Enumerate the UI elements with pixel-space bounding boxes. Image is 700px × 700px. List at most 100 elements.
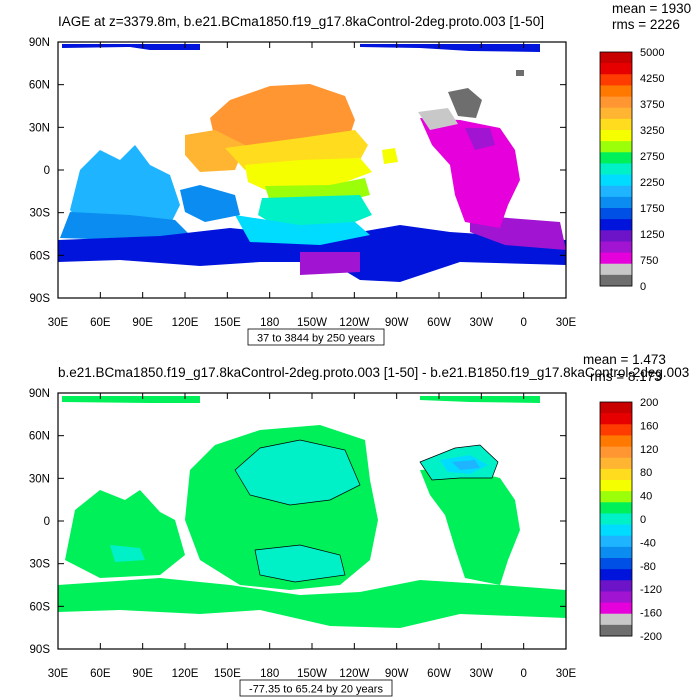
x-tick-label: 120E [172, 317, 199, 329]
colorbar-swatch [600, 174, 632, 187]
x-tick-label: 150W [297, 317, 327, 329]
p2-indian [65, 490, 185, 578]
colorbar-label: 80 [640, 467, 652, 479]
colorbar-label: 5000 [640, 47, 664, 59]
y-tick-label: 60S [30, 601, 51, 613]
x-tick-label: 30W [470, 668, 494, 680]
colorbar-swatch [600, 558, 632, 570]
x-tick-label: 90W [385, 317, 409, 329]
p2-north-atlantic-strong [452, 460, 480, 470]
x-tick-label: 60W [427, 317, 451, 329]
colorbar-swatch [600, 535, 632, 548]
p1-atlantic-purple [465, 128, 495, 150]
y-tick-label: 60N [29, 80, 50, 92]
x-tick-label: 30W [470, 317, 494, 329]
colorbar-swatch [600, 252, 632, 265]
colorbar-swatch [600, 52, 632, 64]
y-tick-label: 0 [44, 516, 50, 528]
colorbar-label: 2750 [640, 151, 664, 163]
y-tick-label: 60S [30, 250, 51, 262]
panel-1-yticklabels: 90N 60N 30N 0 30S 60S 90S [29, 37, 50, 305]
p2-arctic-strip [62, 396, 200, 403]
p1-arctic-strip-2 [360, 44, 540, 52]
colorbar-swatch [600, 446, 632, 459]
colorbar-swatch [600, 219, 632, 231]
colorbar-swatch [600, 502, 632, 514]
p1-yellow-patch [382, 148, 398, 164]
colorbar-label: 160 [640, 420, 658, 432]
p1-indian-ocean [70, 145, 180, 228]
y-tick-label: 30S [30, 559, 51, 571]
x-tick-label: 150W [297, 668, 327, 680]
p1-dot-grey [516, 70, 524, 76]
panel-2-mean: mean = 1.473 [583, 352, 666, 367]
panel-1-range-label: 37 to 3844 by 250 years [257, 333, 376, 345]
p2-arctic-strip-2 [420, 396, 540, 403]
panel-2: b.e21.BCma1850.f19_g17.8kaControl-2deg.p… [29, 352, 689, 697]
colorbar-swatch [600, 580, 632, 592]
x-tick-label: 60E [90, 317, 111, 329]
p1-south-pacific-cyan [235, 215, 370, 245]
colorbar-swatch [600, 424, 632, 436]
colorbar-label: 0 [640, 514, 646, 526]
panel-2-range-label: -77.35 to 65.24 by 20 years [249, 684, 383, 696]
x-tick-label: 90E [132, 668, 153, 680]
y-tick-label: 90S [30, 293, 51, 305]
panel-2-title: b.e21.BCma1850.f19_g17.8kaControl-2deg.p… [58, 365, 689, 380]
y-tick-label: 90N [29, 388, 50, 400]
p1-arctic-strip [62, 44, 200, 50]
p2-contour-3 [419, 444, 499, 481]
colorbar-label: -80 [640, 561, 656, 573]
colorbar-swatch [600, 141, 632, 153]
p1-atlantic-grey [418, 108, 458, 130]
panel-1-title: IAGE at z=3379.8m, b.e21.BCma1850.f19_g1… [58, 14, 544, 29]
p2-south-pacific-teal [255, 545, 345, 582]
colorbar-label: 4250 [640, 73, 664, 85]
colorbar-swatch [600, 107, 632, 120]
p2-atlantic [420, 468, 520, 585]
colorbar-swatch [600, 513, 632, 526]
y-tick-label: 30N [29, 473, 50, 485]
colorbar-label: -40 [640, 537, 656, 549]
colorbar-swatch [600, 274, 632, 287]
colorbar-swatch [600, 263, 632, 276]
panel-2-range-box [239, 679, 393, 697]
colorbar-swatch [600, 208, 632, 220]
colorbar-label: -200 [640, 631, 662, 643]
colorbar-swatch [600, 546, 632, 559]
panel-2-xticklabels: 30E 60E 90E 120E 150E 180 150W 120W 90W 60W 30W 0 30… [48, 668, 577, 680]
colorbar-swatch [600, 402, 632, 414]
colorbar-swatch [600, 491, 632, 503]
colorbar-label: -160 [640, 608, 662, 620]
colorbar-swatch [600, 480, 632, 492]
colorbar-swatch [600, 196, 632, 209]
colorbar-label: 200 [640, 397, 658, 409]
x-tick-label: 60W [427, 668, 451, 680]
y-tick-label: 90N [29, 37, 50, 49]
colorbar-swatch [600, 63, 632, 75]
x-tick-label: 30E [556, 668, 577, 680]
colorbar-frame [599, 51, 633, 287]
colorbar-label: 2250 [640, 177, 664, 189]
x-tick-label: 0 [520, 317, 526, 329]
x-tick-label: 120W [339, 317, 369, 329]
colorbar-frame [599, 401, 633, 637]
panel-2-map [58, 396, 566, 628]
p1-north-pacific-orange [210, 84, 355, 148]
p1-west-pacific-blue [180, 185, 240, 222]
colorbar-swatch [600, 524, 632, 537]
p1-north-pacific-light [185, 130, 245, 172]
colorbar-swatch [600, 241, 632, 254]
y-tick-label: 60N [29, 431, 50, 443]
colorbar-swatch [600, 624, 632, 637]
y-tick-label: 30N [29, 122, 50, 134]
p1-atlantic-dark-grey [448, 88, 482, 118]
panel-2-yticklabels: 90N 60N 30N 0 30S 60S 90S [29, 388, 50, 656]
x-tick-label: 90W [385, 668, 409, 680]
colorbar-swatch [600, 457, 632, 470]
colorbar-label: 1750 [640, 203, 664, 215]
p2-indian-teal [110, 545, 145, 562]
p2-north-pacific-teal [235, 440, 360, 505]
colorbar-swatch [600, 230, 632, 242]
